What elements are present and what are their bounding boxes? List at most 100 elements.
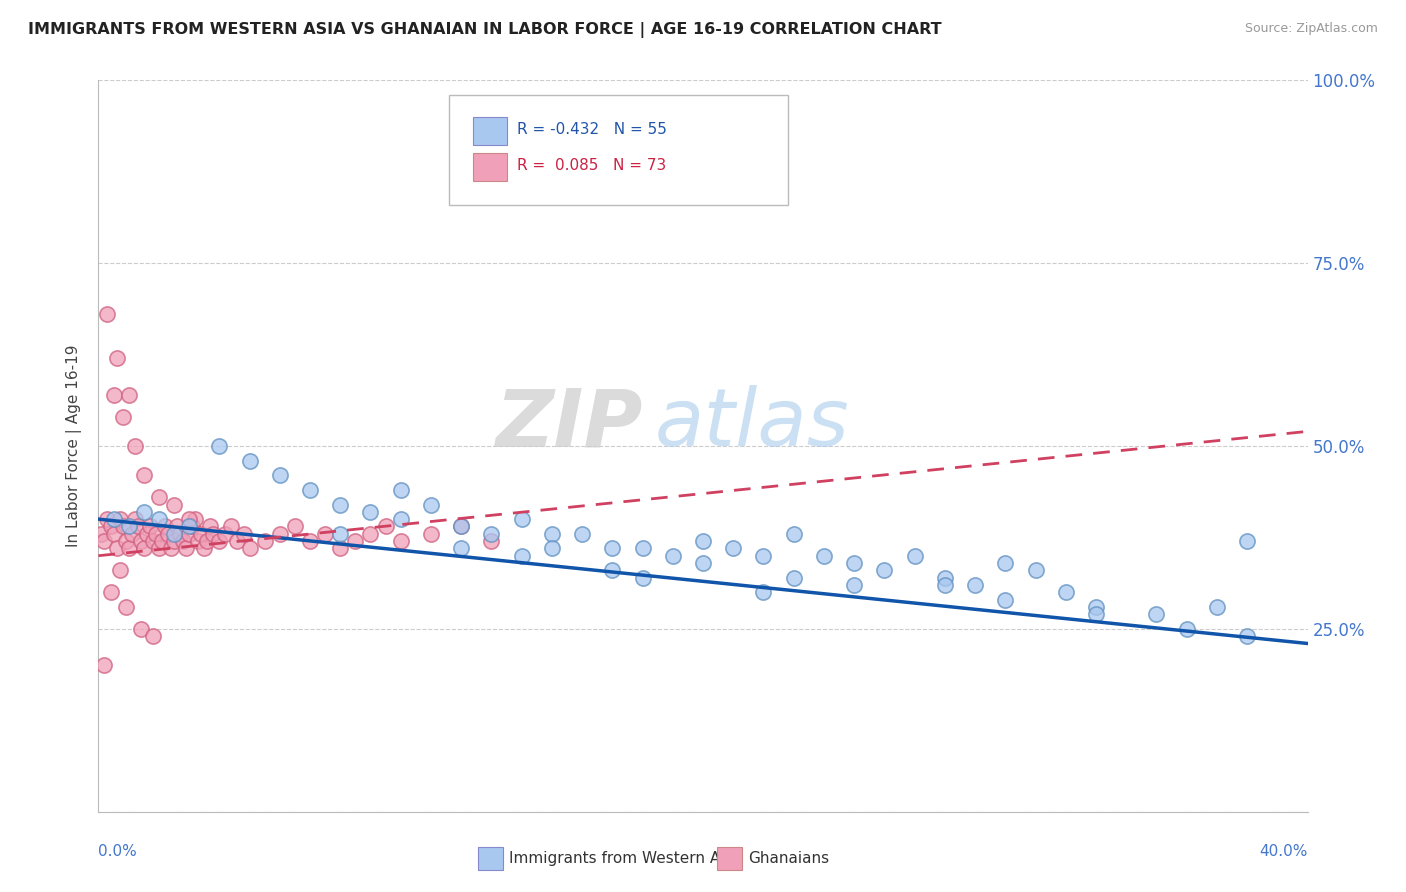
Point [108, 512, 131, 526]
Point [111, 519, 134, 533]
Point [510, 512, 533, 526]
Point [160, 541, 183, 556]
Point [163, 498, 186, 512]
Point [602, 541, 624, 556]
Point [153, 519, 176, 533]
Text: R = -0.432   N = 55: R = -0.432 N = 55 [517, 122, 666, 136]
Point [450, 519, 472, 533]
Point [752, 549, 775, 563]
Point [540, 541, 562, 556]
Point [1085, 599, 1108, 614]
Point [329, 526, 352, 541]
Point [1144, 607, 1167, 622]
Point [132, 541, 155, 556]
Point [193, 541, 215, 556]
Point [172, 534, 194, 549]
Point [571, 526, 593, 541]
Point [121, 526, 143, 541]
Point [783, 526, 806, 541]
Point [284, 519, 307, 533]
Point [90, 526, 112, 541]
Point [100, 519, 122, 533]
Point [148, 541, 170, 556]
Point [103, 512, 125, 526]
Point [602, 563, 624, 577]
Point [844, 556, 866, 570]
Point [450, 541, 472, 556]
Point [93, 534, 115, 549]
Point [129, 622, 152, 636]
Point [965, 578, 987, 592]
Point [142, 534, 165, 549]
Point [124, 512, 146, 526]
Point [179, 526, 201, 541]
Text: Ghanaians: Ghanaians [748, 852, 830, 866]
Text: atlas: atlas [655, 385, 849, 463]
Point [202, 526, 225, 541]
Text: 0.0%: 0.0% [98, 845, 138, 859]
Point [1085, 607, 1108, 622]
Point [481, 526, 503, 541]
Point [150, 534, 173, 549]
Point [389, 483, 412, 497]
Point [96, 512, 118, 526]
Point [105, 351, 128, 366]
Point [934, 578, 956, 592]
Point [631, 571, 654, 585]
Point [187, 534, 209, 549]
Point [179, 519, 201, 533]
Point [329, 498, 352, 512]
Point [118, 541, 141, 556]
Point [994, 556, 1017, 570]
Point [904, 549, 927, 563]
Point [148, 490, 170, 504]
Point [1236, 534, 1258, 549]
Point [450, 519, 472, 533]
Point [1175, 622, 1198, 636]
Text: IMMIGRANTS FROM WESTERN ASIA VS GHANAIAN IN LABOR FORCE | AGE 16-19 CORRELATION : IMMIGRANTS FROM WESTERN ASIA VS GHANAIAN… [28, 22, 942, 38]
Point [163, 534, 186, 549]
Point [299, 534, 322, 549]
Point [481, 534, 503, 549]
Point [214, 526, 236, 541]
Point [139, 519, 162, 533]
Point [692, 556, 714, 570]
Point [253, 534, 276, 549]
Point [344, 534, 367, 549]
Point [374, 519, 396, 533]
Point [360, 526, 382, 541]
Point [631, 541, 654, 556]
Text: R =  0.085   N = 73: R = 0.085 N = 73 [517, 159, 666, 173]
Point [692, 534, 714, 549]
Y-axis label: In Labor Force | Age 16-19: In Labor Force | Age 16-19 [66, 344, 83, 548]
Point [184, 512, 207, 526]
Point [844, 578, 866, 592]
Point [111, 409, 134, 424]
Point [118, 519, 141, 533]
Point [420, 498, 443, 512]
Point [934, 571, 956, 585]
Point [269, 468, 291, 483]
Point [108, 563, 131, 577]
Point [114, 599, 136, 614]
FancyBboxPatch shape [474, 117, 508, 145]
Point [200, 519, 222, 533]
Point [1206, 599, 1229, 614]
Point [100, 585, 122, 599]
Text: ZIP: ZIP [495, 385, 643, 463]
Point [813, 549, 835, 563]
Point [661, 549, 683, 563]
Point [174, 541, 197, 556]
Point [873, 563, 896, 577]
Point [1024, 563, 1046, 577]
Point [118, 388, 141, 402]
Point [783, 571, 806, 585]
Point [124, 439, 146, 453]
Point [103, 526, 125, 541]
Point [93, 658, 115, 673]
Point [148, 512, 170, 526]
Text: Source: ZipAtlas.com: Source: ZipAtlas.com [1244, 22, 1378, 36]
Point [1054, 585, 1077, 599]
Point [132, 468, 155, 483]
Point [127, 519, 149, 533]
